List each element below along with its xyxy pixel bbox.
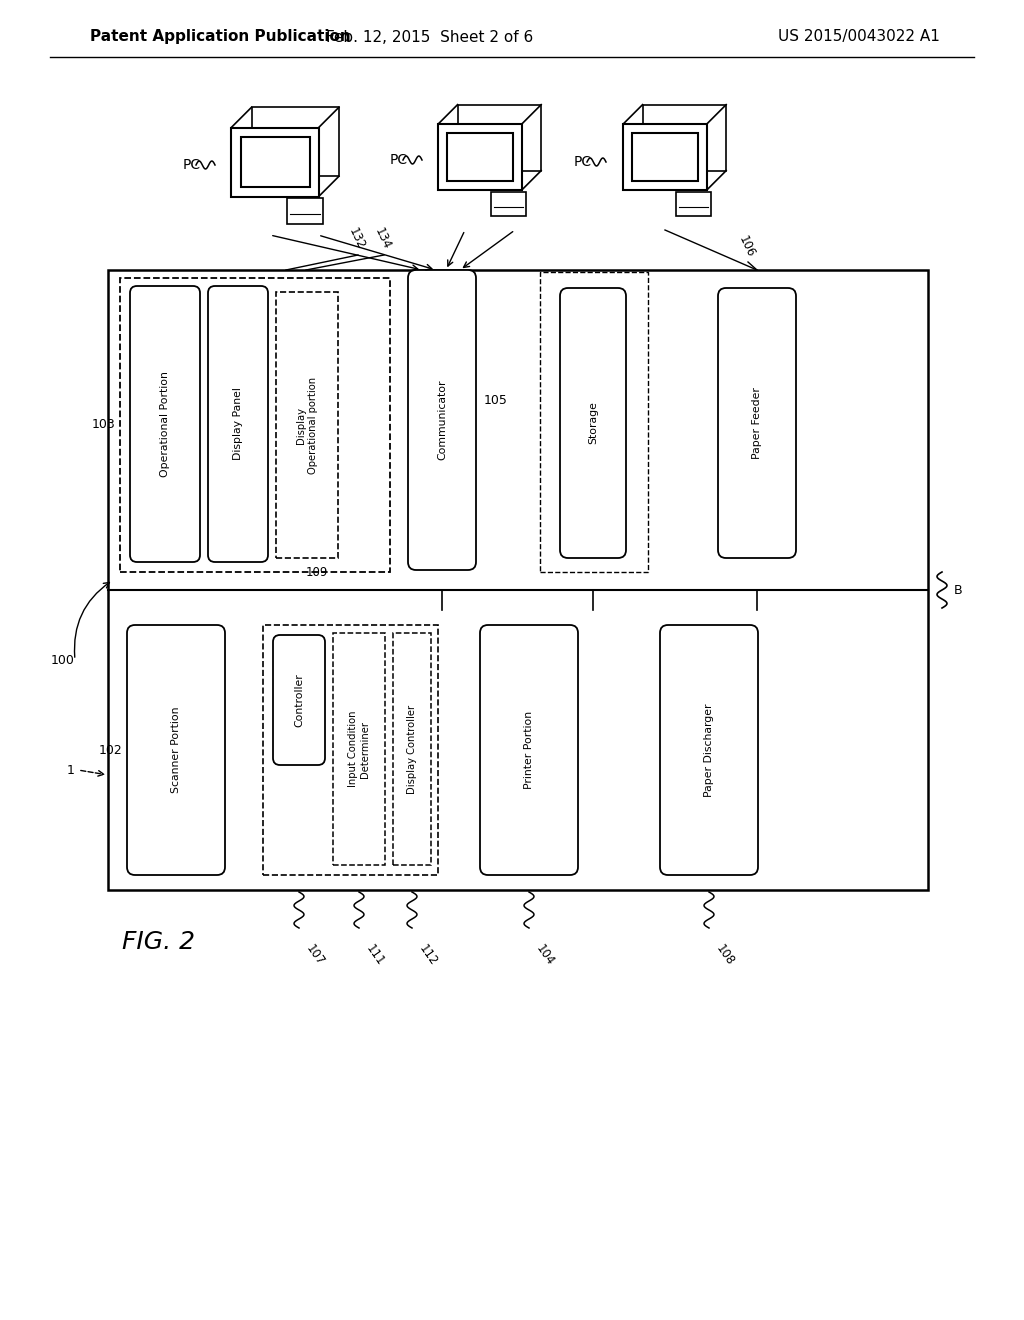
Text: 134: 134 (372, 226, 393, 252)
Bar (676, 191, 712, 216)
Polygon shape (231, 128, 318, 197)
Text: PC: PC (574, 154, 592, 169)
Text: Input Condition
Determiner: Input Condition Determiner (348, 710, 370, 787)
FancyBboxPatch shape (660, 624, 758, 875)
Text: 107: 107 (303, 942, 327, 968)
Bar (447, 133, 513, 181)
Bar (108, 271, 928, 890)
Text: US 2015/0043022 A1: US 2015/0043022 A1 (778, 29, 940, 45)
Text: Printer Portion: Printer Portion (524, 711, 534, 789)
Text: Feb. 12, 2015  Sheet 2 of 6: Feb. 12, 2015 Sheet 2 of 6 (327, 29, 534, 45)
Text: 103: 103 (91, 418, 115, 432)
Text: 1: 1 (68, 763, 75, 776)
FancyBboxPatch shape (480, 624, 578, 875)
Text: FIG. 2: FIG. 2 (122, 931, 195, 954)
Bar (393, 634, 431, 865)
Text: 102: 102 (98, 743, 122, 756)
Polygon shape (643, 104, 726, 170)
Polygon shape (624, 124, 707, 190)
Text: 104: 104 (534, 942, 556, 968)
Bar (632, 133, 698, 181)
Text: Paper Feeder: Paper Feeder (752, 387, 762, 459)
Text: 109: 109 (306, 565, 328, 578)
Text: 105: 105 (484, 393, 508, 407)
Bar (540, 272, 648, 572)
Text: PC: PC (390, 153, 409, 168)
Text: 112: 112 (416, 942, 439, 968)
Bar (333, 634, 385, 865)
Text: Display Panel: Display Panel (233, 388, 243, 461)
Text: Controller: Controller (294, 673, 304, 727)
Bar (287, 198, 324, 224)
FancyBboxPatch shape (408, 271, 476, 570)
Text: 108: 108 (713, 942, 736, 968)
FancyBboxPatch shape (127, 624, 225, 875)
Text: Display
Operational portion: Display Operational portion (296, 376, 317, 474)
Text: B: B (954, 583, 963, 597)
Bar (263, 624, 438, 875)
Text: Paper Discharger: Paper Discharger (705, 704, 714, 797)
FancyBboxPatch shape (560, 288, 626, 558)
Text: 106: 106 (736, 234, 757, 260)
FancyBboxPatch shape (208, 286, 268, 562)
Text: Display Controller: Display Controller (407, 705, 417, 793)
Text: Scanner Portion: Scanner Portion (171, 706, 181, 793)
Text: 111: 111 (362, 942, 386, 968)
FancyBboxPatch shape (718, 288, 796, 558)
Text: Operational Portion: Operational Portion (160, 371, 170, 477)
FancyBboxPatch shape (130, 286, 200, 562)
Text: Storage: Storage (588, 401, 598, 445)
Text: PC: PC (183, 158, 201, 172)
FancyBboxPatch shape (273, 635, 325, 766)
Text: 132: 132 (346, 226, 368, 252)
Text: Patent Application Publication: Patent Application Publication (90, 29, 351, 45)
Bar (276, 292, 338, 558)
Bar (490, 191, 526, 216)
Bar (241, 137, 309, 187)
Polygon shape (252, 107, 339, 177)
Polygon shape (458, 104, 541, 170)
Text: Communicator: Communicator (437, 380, 447, 461)
Text: 100: 100 (51, 653, 75, 667)
Bar (120, 279, 390, 572)
Polygon shape (438, 124, 522, 190)
